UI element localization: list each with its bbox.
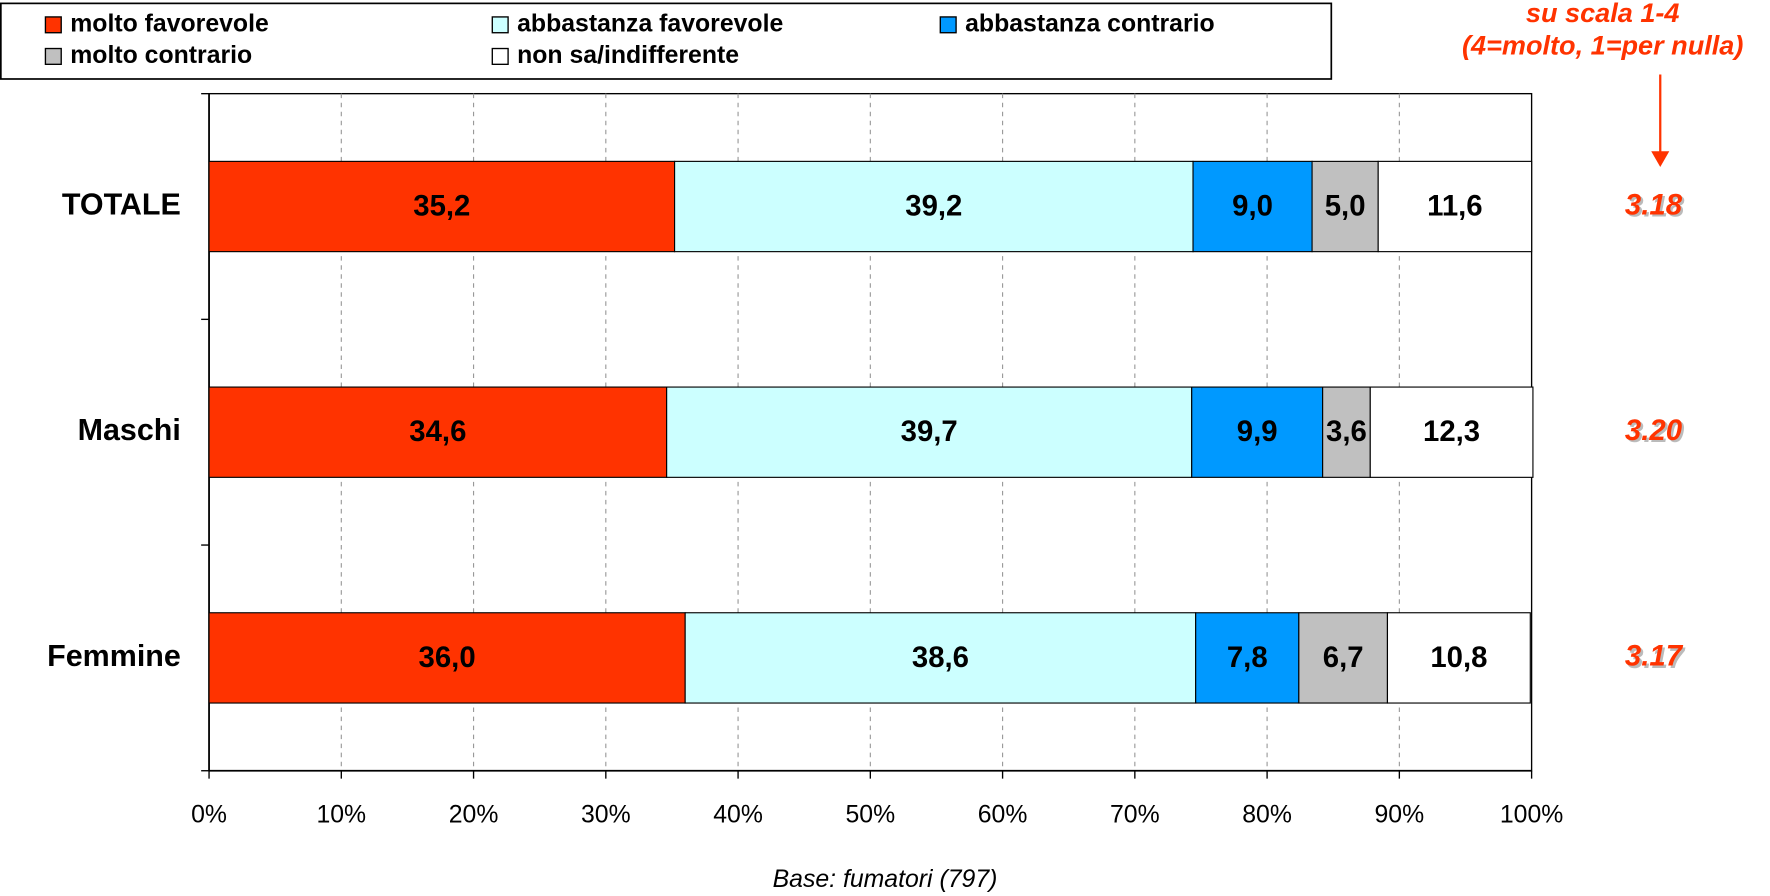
- bar-segment: [208, 612, 686, 704]
- annotation: su scala 1-4: [1526, 0, 1680, 28]
- legend-label: molto favorevole: [70, 10, 269, 37]
- score-shadow: 3.18: [1627, 191, 1685, 224]
- x-tick-label: 100%: [1500, 801, 1563, 828]
- legend-label: non sa/indifferente: [517, 42, 739, 69]
- value-label: 35,2: [413, 189, 470, 222]
- bar-segment: [1369, 386, 1534, 478]
- bar-segment: [1195, 612, 1300, 704]
- legend-label: abbastanza favorevole: [517, 10, 783, 37]
- score-label: 3.20: [1625, 414, 1683, 447]
- legend-swatch: [44, 47, 62, 65]
- x-tick-label: 40%: [713, 801, 763, 828]
- value-label: 3,6: [1326, 415, 1367, 448]
- annotation: (4=molto, 1=per nulla): [1462, 30, 1743, 61]
- value-label: 38,6: [912, 641, 969, 674]
- score-label: 3.18: [1625, 188, 1683, 221]
- x-tick-label: 0%: [191, 801, 227, 828]
- bar-segment: [1191, 386, 1324, 478]
- bar-segment: [684, 612, 1197, 704]
- value-label: 9,0: [1232, 189, 1273, 222]
- legend-label: abbastanza contrario: [965, 10, 1215, 37]
- x-tick-label: 70%: [1110, 801, 1160, 828]
- y-tick-label: TOTALE: [62, 188, 181, 222]
- legend-swatch: [44, 16, 62, 34]
- y-tick-label: Femmine: [47, 639, 181, 673]
- x-tick-label: 10%: [316, 801, 366, 828]
- bar-segment: [1311, 160, 1379, 253]
- y-tick-label: Maschi: [78, 413, 181, 447]
- bar-segment: [208, 386, 668, 478]
- bar-segment: [1386, 612, 1531, 704]
- x-tick-label: 80%: [1242, 801, 1292, 828]
- footnote: Base: fumatori (797): [773, 866, 998, 893]
- score-label: 3.17: [1625, 640, 1684, 673]
- value-label: 7,8: [1227, 641, 1268, 674]
- x-tick-label: 90%: [1375, 801, 1425, 828]
- arrow-head: [1651, 151, 1670, 168]
- x-tick-label: 60%: [978, 801, 1028, 828]
- bar-segment: [674, 160, 1194, 253]
- value-label: 36,0: [419, 641, 476, 674]
- value-label: 39,2: [905, 189, 962, 222]
- value-label: 10,8: [1430, 641, 1487, 674]
- x-tick-label: 20%: [449, 801, 499, 828]
- legend-label: molto contrario: [70, 42, 252, 69]
- x-tick-label: 50%: [845, 801, 895, 828]
- score-shadow: 3.20: [1627, 416, 1685, 449]
- legend-swatch: [939, 16, 957, 34]
- value-label: 6,7: [1323, 641, 1364, 674]
- score-shadow: 3.17: [1627, 642, 1686, 675]
- bar-segment: [208, 160, 676, 253]
- value-label: 12,3: [1423, 415, 1480, 448]
- x-tick-label: 30%: [581, 801, 631, 828]
- bar-segment: [1298, 612, 1389, 704]
- legend-box: [0, 2, 1333, 80]
- value-label: 39,7: [901, 415, 958, 448]
- value-label: 11,6: [1427, 189, 1482, 222]
- bar-segment: [1377, 160, 1533, 253]
- legend-swatch: [491, 47, 509, 65]
- legend-swatch: [491, 16, 509, 34]
- value-label: 9,9: [1237, 415, 1278, 448]
- value-label: 34,6: [409, 415, 466, 448]
- bar-segment: [1192, 160, 1313, 253]
- value-label: 5,0: [1325, 189, 1366, 222]
